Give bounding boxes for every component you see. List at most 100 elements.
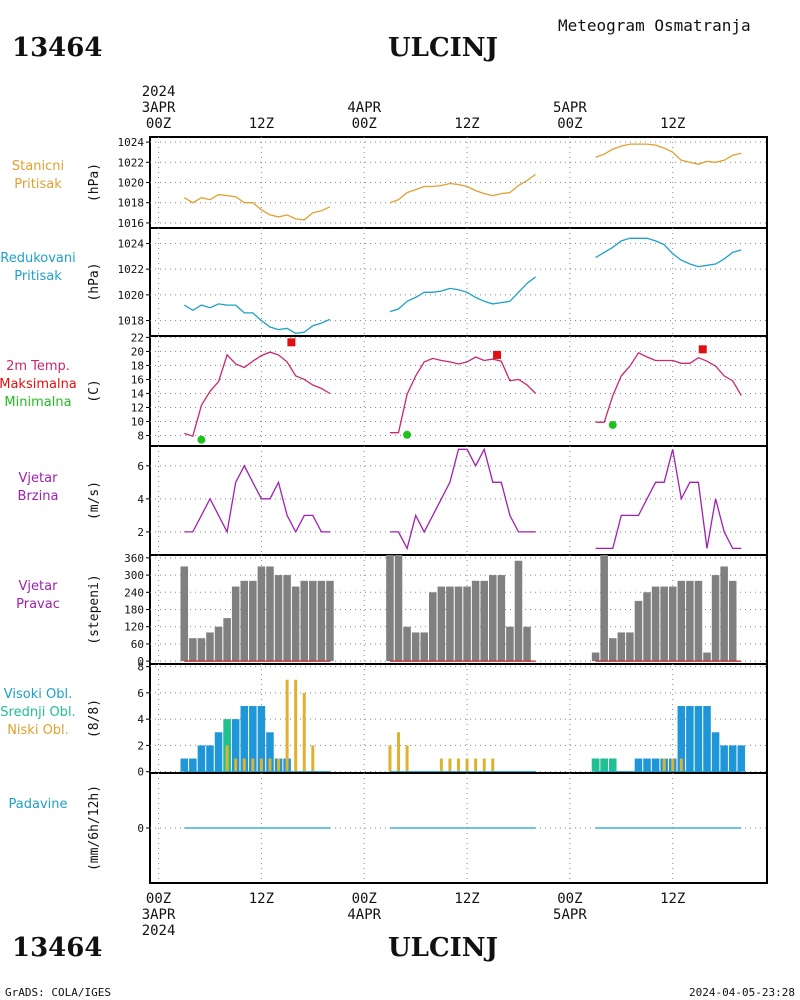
panel-label: Pritisak [14, 177, 62, 192]
panel-label: Padavine [9, 797, 68, 812]
y-tick-label: 300 [124, 569, 144, 582]
wind-direction-bar [231, 586, 240, 662]
wind-direction-bar [626, 632, 634, 662]
station-name-top: ULCINJ [388, 33, 498, 63]
cloud-bar-mid [608, 758, 617, 772]
min-temp-marker [403, 430, 412, 439]
cloud-bar-low [439, 758, 443, 772]
panel-label: Vjetar [19, 579, 59, 594]
cloud-bar-low [251, 758, 255, 772]
wind-direction-bar [309, 580, 317, 662]
wind-direction-bar [454, 586, 463, 662]
y-tick-label: 16 [131, 373, 144, 386]
cloud-bar-low [671, 758, 675, 772]
panel-frame [149, 227, 768, 337]
y-tick-label: 18 [131, 359, 144, 372]
wind-direction-bar [437, 586, 446, 662]
y-tick-label: 12 [131, 401, 144, 414]
panel-label: Maksimalna [0, 377, 77, 392]
max-temp-marker [493, 350, 502, 359]
wind-direction-bar [429, 592, 437, 662]
y-tick-label: 1020 [118, 289, 145, 302]
y-tick-label: 360 [124, 552, 144, 565]
wind-direction-bar [291, 586, 300, 662]
wind-direction-bar [446, 586, 454, 662]
time-label: 12Z [660, 116, 685, 132]
wind-direction-bar [411, 632, 420, 662]
wind-direction-bar [180, 566, 189, 662]
y-tick-label: 22 [131, 331, 144, 344]
panel-precipitation: 0 (mm/6h/12h) Padavine [9, 772, 768, 884]
panel-frame [149, 335, 768, 447]
y-tick-label: 2 [137, 739, 144, 752]
unit-label: (8/8) [87, 699, 102, 738]
wind-direction-bar [266, 566, 274, 662]
time-label: 4APR [347, 100, 381, 116]
time-label: 3APR [142, 907, 176, 923]
wind-direction-bar [480, 580, 488, 662]
panel-label: 2m Temp. [6, 359, 70, 374]
time-label: 12Z [454, 116, 479, 132]
series-line [595, 449, 742, 550]
wind-direction-bar [274, 575, 283, 662]
wind-direction-bar [317, 580, 326, 662]
y-tick-label: 1022 [118, 156, 145, 169]
wind-direction-bar [283, 575, 291, 662]
series-line [389, 276, 536, 313]
cloud-bar-high [720, 745, 728, 772]
wind-direction-bar [326, 580, 334, 662]
series-line [389, 173, 536, 204]
cloud-bar-high [677, 706, 686, 772]
wind-direction-bar [249, 580, 257, 662]
y-tick-label: 20 [131, 345, 144, 358]
wind-direction-bar [240, 580, 249, 662]
y-tick-label: 180 [124, 604, 144, 617]
cloud-bar-high [214, 732, 223, 772]
cloud-bar-high [651, 758, 660, 772]
y-tick-label: 1016 [118, 217, 145, 230]
y-tick-label: 4 [137, 713, 144, 726]
panel-label: Vjetar [19, 471, 59, 486]
time-label: 00Z [146, 116, 171, 132]
y-tick-label: 60 [131, 638, 144, 651]
time-label: 00Z [352, 116, 377, 132]
cloud-bar-low [474, 758, 478, 772]
panel-frame [149, 136, 768, 229]
y-tick-label: 6 [137, 687, 144, 700]
time-label: 12Z [249, 891, 274, 907]
panel-label: Brzina [18, 489, 59, 504]
cloud-bar-low [277, 758, 281, 772]
max-temp-marker [287, 338, 296, 347]
y-tick-label: 1018 [118, 197, 145, 210]
y-tick-label: 14 [131, 387, 145, 400]
unit-label: (stepeni) [87, 574, 102, 644]
cloud-bar-high [197, 745, 206, 772]
time-label: 5APR [553, 100, 587, 116]
series-line [595, 351, 742, 423]
unit-label: (hPa) [87, 262, 102, 301]
credit: GrADS: COLA/IGES [5, 986, 111, 999]
cloud-bar-high [249, 706, 257, 772]
series-line [595, 143, 742, 165]
cloud-bar-low [302, 692, 306, 772]
panel-label: Redukovani [0, 251, 75, 266]
wind-direction-bar [600, 555, 608, 662]
time-label: 4APR [347, 907, 381, 923]
wind-direction-bar [403, 626, 411, 662]
time-label: 12Z [660, 891, 685, 907]
timestamp: 2024-04-05-23:28 [689, 986, 795, 999]
cloud-bar-low [662, 758, 666, 772]
cloud-bar-low [225, 745, 229, 772]
wind-direction-bar [643, 592, 651, 662]
cloud-bar-low [397, 732, 401, 772]
wind-direction-bar [668, 586, 677, 662]
panel-station-pressure: 1016 1018 1020 1022 1024 (hPa) Stanicni Pritisa… [12, 136, 768, 230]
station-id-bottom: 13464 [12, 933, 102, 963]
wind-direction-bar [523, 626, 531, 662]
y-tick-label: 0 [137, 822, 144, 835]
wind-direction-bar [386, 555, 394, 662]
cloud-bar-high [231, 719, 240, 772]
